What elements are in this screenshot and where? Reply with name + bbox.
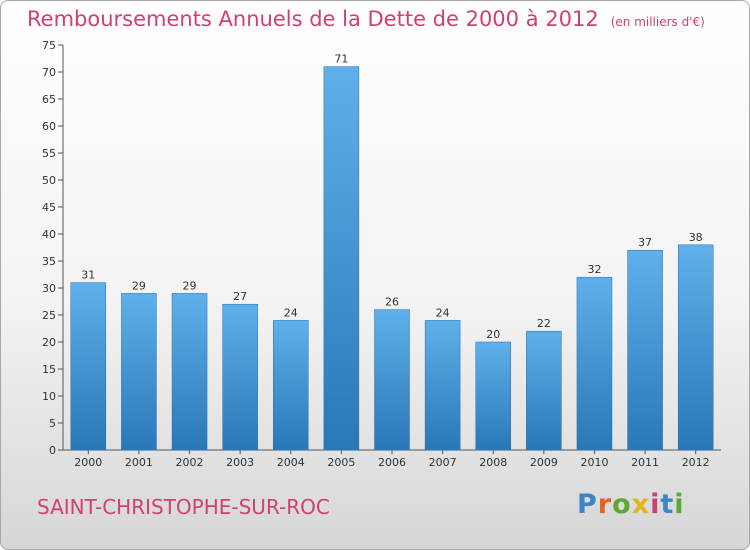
value-label-2007: 24 — [436, 306, 450, 319]
x-tick-label-2008: 2008 — [479, 456, 507, 469]
value-label-2006: 26 — [385, 296, 399, 309]
bar-2004 — [273, 320, 309, 451]
commune-name: SAINT-CHRISTOPHE-SUR-ROC — [37, 495, 330, 519]
value-label-2005: 71 — [334, 53, 348, 66]
chart-title-main: Remboursements Annuels de la Dette de 20… — [27, 7, 599, 31]
value-label-2002: 29 — [183, 279, 197, 292]
bar-layer: 31 29 29 27 24 71 26 24 20 22 32 37 38 — [70, 53, 714, 451]
value-label-2008: 20 — [486, 328, 500, 341]
y-tick-label: 35 — [42, 255, 56, 268]
bar-2007 — [424, 320, 461, 451]
chart-unit: (en milliers d'€) — [610, 15, 705, 29]
y-tick-label: 45 — [42, 201, 56, 214]
value-label-2012: 38 — [689, 231, 703, 244]
bar-2009 — [526, 330, 562, 451]
value-label-2000: 31 — [81, 269, 95, 282]
proxiti-logo[interactable]: Proxiti — [577, 489, 685, 520]
x-tick-label-2002: 2002 — [176, 456, 204, 469]
y-tick-label: 65 — [42, 93, 56, 106]
logo-letter: i — [674, 489, 685, 520]
x-tick-label-2011: 2011 — [631, 456, 659, 469]
bar-2002 — [171, 293, 208, 451]
value-label-2004: 24 — [284, 306, 298, 319]
y-tick-label: 30 — [42, 282, 56, 295]
y-tick-label: 55 — [42, 147, 56, 160]
logo-letter: P — [577, 489, 598, 520]
value-label-2010: 32 — [587, 263, 601, 276]
x-tick-label-2010: 2010 — [580, 456, 608, 469]
logo-letter: r — [597, 489, 613, 520]
chart-title: Remboursements Annuels de la Dette de 20… — [27, 7, 705, 31]
x-tick-label-2003: 2003 — [226, 456, 254, 469]
logo-letter: i — [650, 489, 661, 520]
y-tick-label: 70 — [42, 66, 56, 79]
x-tick-label-2000: 2000 — [74, 456, 102, 469]
y-tick-label: 25 — [42, 309, 56, 322]
bar-2012 — [677, 244, 714, 451]
y-tick-label: 50 — [42, 174, 56, 187]
value-label-2009: 22 — [537, 317, 551, 330]
x-tick-label-2001: 2001 — [125, 456, 153, 469]
y-tick-label: 5 — [49, 417, 56, 430]
y-tick-label: 40 — [42, 228, 56, 241]
x-tick-label-2009: 2009 — [530, 456, 558, 469]
x-tick-label-2006: 2006 — [378, 456, 406, 469]
x-tick-label-2012: 2012 — [682, 456, 710, 469]
bar-2010 — [576, 276, 613, 451]
bar-2006 — [374, 309, 410, 451]
logo-letter: t — [660, 489, 675, 520]
y-tick-label: 10 — [42, 390, 56, 403]
y-tick-label: 20 — [42, 336, 56, 349]
value-label-2001: 29 — [132, 279, 146, 292]
axis-layer: 0 5 10 15 20 25 30 35 40 45 50 55 60 65 70 75 2000 2001 20… — [42, 39, 721, 469]
x-tick-label-2007: 2007 — [429, 456, 457, 469]
y-tick-label: 15 — [42, 363, 56, 376]
bar-2003 — [222, 303, 258, 451]
x-tick-label-2004: 2004 — [277, 456, 305, 469]
y-tick-label: 75 — [42, 39, 56, 52]
logo-letter: x — [631, 489, 651, 520]
bar-2001 — [121, 293, 157, 451]
x-tick-label-2005: 2005 — [327, 456, 355, 469]
value-label-2011: 37 — [638, 236, 652, 249]
bar-2005 — [323, 66, 360, 451]
y-tick-label: 60 — [42, 120, 56, 133]
y-tick-label: 0 — [49, 444, 56, 457]
value-label-2003: 27 — [233, 290, 247, 303]
bar-2011 — [627, 249, 663, 451]
bar-2008 — [475, 341, 511, 451]
logo-letter: o — [612, 489, 632, 520]
bar-2000 — [70, 282, 107, 451]
